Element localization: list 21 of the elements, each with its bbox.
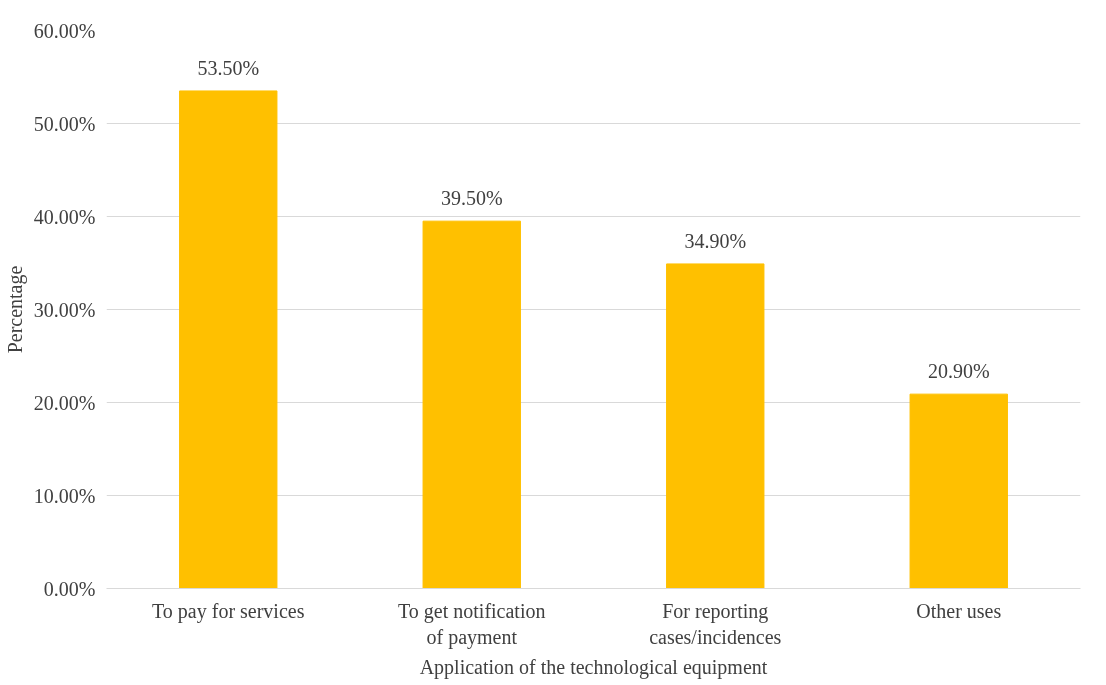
y-tick-label: 40.00% <box>33 205 96 228</box>
y-tick-label: 0.00% <box>43 577 96 600</box>
y-tick-label: 20.00% <box>33 391 96 414</box>
data-label: 34.90% <box>684 229 747 252</box>
y-tick-label: 10.00% <box>33 484 96 507</box>
y-axis-title: Percentage <box>3 265 27 354</box>
x-tick-label: To get notification of payment <box>398 599 546 649</box>
data-label: 39.50% <box>440 187 503 210</box>
y-tick-label: 30.00% <box>33 298 96 321</box>
bar <box>422 220 521 589</box>
x-tick-label: Other uses <box>916 599 1002 622</box>
x-tick-label: To pay for services <box>152 599 305 623</box>
bar <box>666 263 765 589</box>
bar <box>179 90 278 589</box>
data-label: 20.90% <box>927 360 990 383</box>
x-tick-label: For reporting cases/incidences <box>649 599 782 648</box>
x-axis-title: Application of the technological equipment <box>419 655 768 679</box>
data-label: 53.50% <box>197 56 260 79</box>
y-tick-label: 60.00% <box>33 19 96 42</box>
y-tick-label: 50.00% <box>33 112 96 135</box>
bar <box>909 393 1008 589</box>
